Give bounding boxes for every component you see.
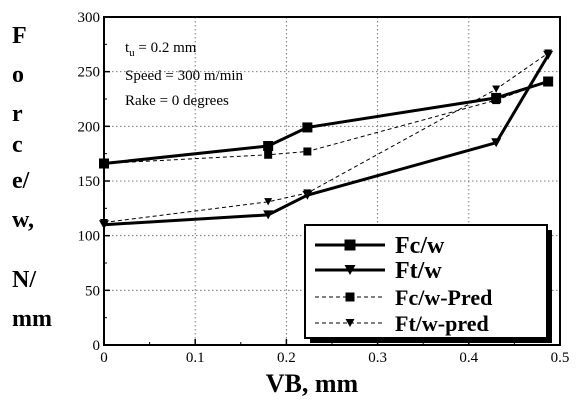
x-axis-title: VB, mm xyxy=(266,369,359,398)
y-tick-label: 300 xyxy=(78,10,101,26)
y-tick-label: 0 xyxy=(93,338,101,354)
legend-entry: Ft/w-pred xyxy=(315,311,489,336)
annotation-speed: Speed = 300 m/min xyxy=(125,68,244,84)
data-point xyxy=(264,150,273,159)
series-ft-w-pred xyxy=(100,49,553,227)
y-tick-label: 200 xyxy=(78,119,101,135)
y-axis-label-line: e/ xyxy=(12,168,30,194)
x-tick-label: 0.4 xyxy=(459,350,478,366)
x-tick-label: 0.2 xyxy=(277,350,296,366)
annotation-block: tu = 0.2 mm Speed = 300 m/min Rake = 0 d… xyxy=(125,40,244,109)
data-point xyxy=(492,96,501,105)
y-tick-label: 100 xyxy=(78,229,101,245)
data-point xyxy=(302,122,313,133)
data-point xyxy=(263,210,274,220)
x-tick-label: 0.5 xyxy=(551,350,570,366)
y-axis-label-line: c xyxy=(12,132,23,158)
y-axis-label-line: w, xyxy=(12,207,34,233)
x-tick-label: 0 xyxy=(100,350,108,366)
legend-marker xyxy=(345,292,355,302)
data-point xyxy=(491,138,502,148)
legend-entry: Ft/w xyxy=(315,258,442,284)
annotation-tu-rest: = 0.2 mm xyxy=(135,40,197,56)
y-axis-label-line: o xyxy=(12,62,24,88)
data-point xyxy=(263,141,274,152)
x-tick-label: 0.3 xyxy=(368,350,387,366)
legend-label: Ft/w xyxy=(395,258,442,284)
annotation-rake: Rake = 0 degrees xyxy=(125,93,229,109)
data-point xyxy=(544,77,553,86)
legend-label: Fc/w xyxy=(395,233,445,259)
data-point xyxy=(303,189,312,197)
data-point xyxy=(264,198,273,206)
annotation-tu-t: t xyxy=(125,40,130,56)
legend-marker xyxy=(344,239,356,251)
legend-entry: Fc/w xyxy=(315,233,445,259)
data-point xyxy=(544,49,553,57)
data-point xyxy=(100,218,108,227)
data-point xyxy=(492,85,501,93)
data-series xyxy=(99,49,554,230)
legend-marker xyxy=(344,265,356,275)
legend-label: Ft/w-pred xyxy=(395,311,489,336)
y-tick-label: 150 xyxy=(78,174,101,190)
series-fc-w xyxy=(99,76,554,169)
x-tick-label: 0.1 xyxy=(186,350,205,366)
legend-label: Fc/w-Pred xyxy=(395,285,492,310)
y-tick-label: 250 xyxy=(78,65,101,81)
legend-entry: Fc/w-Pred xyxy=(315,285,492,310)
y-axis-label-line: N/ xyxy=(12,267,36,293)
series-fc-w-pred xyxy=(100,77,553,168)
y-axis-label-line: F xyxy=(12,23,27,49)
data-point xyxy=(100,159,108,168)
annotation-tu-sub: u xyxy=(129,47,135,59)
y-axis-label-line: mm xyxy=(12,306,52,332)
y-axis-label-line: r xyxy=(12,101,23,127)
y-tick-label: 50 xyxy=(85,283,100,299)
legend-marker xyxy=(345,318,355,328)
annotation-tu: tu = 0.2 mm xyxy=(125,40,197,59)
x-axis-ticks: 0 0.1 0.2 0.3 0.4 0.5 xyxy=(100,339,569,366)
y-axis-ticks: 0 50 100 150 200 250 300 xyxy=(78,10,110,354)
data-point xyxy=(303,147,312,156)
